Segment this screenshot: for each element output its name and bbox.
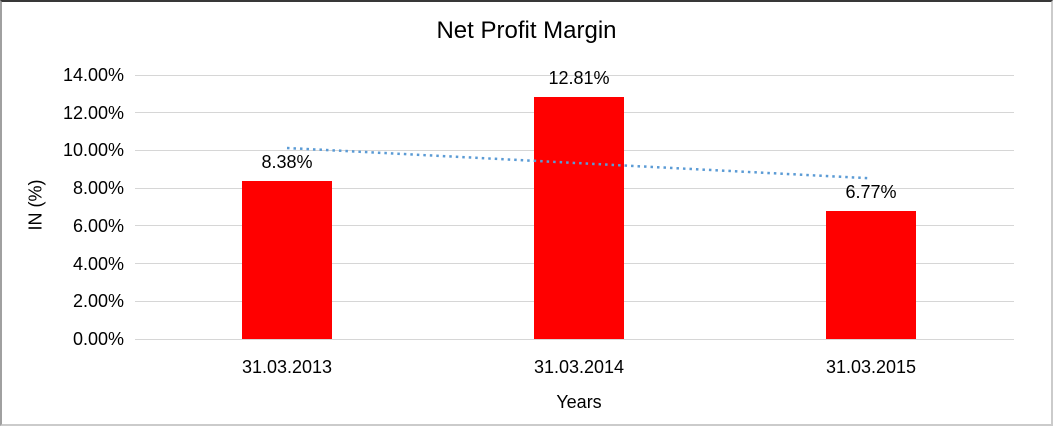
y-tick-label: 0.00% — [72, 329, 124, 349]
y-tick-label: 10.00% — [62, 140, 124, 161]
y-tick-label: 2.00% — [72, 291, 124, 312]
bar — [534, 97, 624, 339]
chart-title: Net Profit Margin — [436, 17, 617, 44]
x-tick-label: 31.03.2014 — [533, 357, 625, 377]
y-tick-label: 12.00% — [62, 102, 124, 123]
y-tick-label: 8.00% — [72, 178, 124, 199]
gridline — [135, 338, 1014, 340]
x-axis-title: Years — [556, 392, 602, 412]
y-tick-label: 14.00% — [62, 65, 124, 85]
y-tick-label: 4.00% — [72, 253, 124, 274]
gridline — [135, 74, 1014, 76]
bar-data-label: 8.38% — [261, 151, 313, 172]
bar-data-label: 12.81% — [548, 68, 610, 89]
x-tick-label: 31.03.2013 — [241, 357, 333, 377]
bar-data-label: 6.77% — [845, 182, 897, 203]
bar — [242, 180, 332, 339]
x-tick-label: 31.03.2015 — [825, 357, 917, 377]
y-tick-label: 6.00% — [72, 215, 124, 236]
bar — [826, 211, 916, 339]
